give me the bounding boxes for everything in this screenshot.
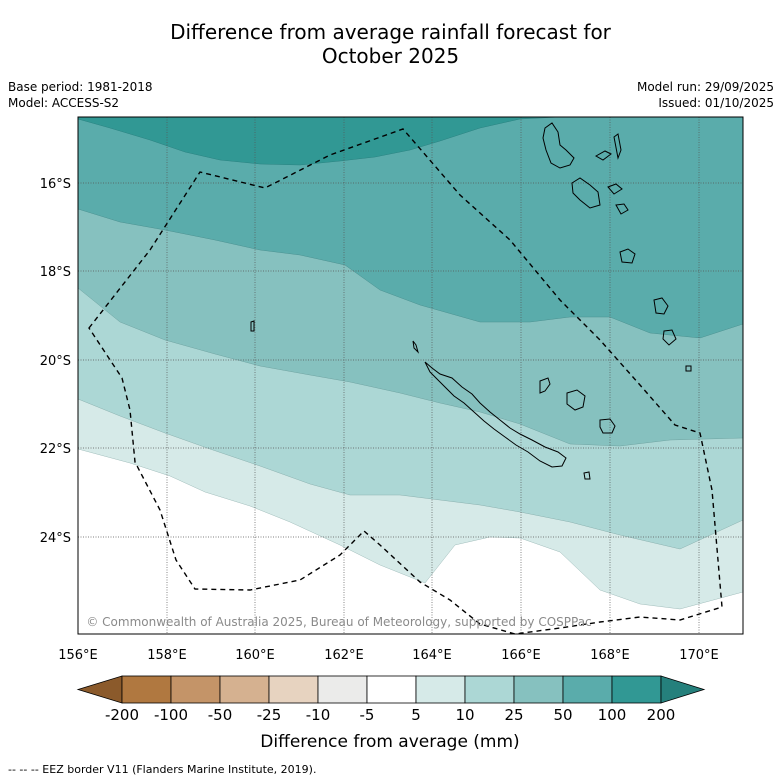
- colorbar-swatch: [268, 675, 319, 704]
- colorbar-high-extension: [660, 675, 706, 704]
- colorbar-swatch: [415, 675, 466, 704]
- copyright-notice: © Commonwealth of Australia 2025, Bureau…: [86, 615, 591, 629]
- title-line-2: October 2025: [321, 44, 460, 68]
- espiritu-santo-outline: [542, 122, 575, 169]
- lon-label-170e: 170°E: [679, 648, 719, 663]
- efate-outline: [619, 248, 636, 264]
- colorbar-swatch: [611, 675, 662, 704]
- ambae-outline: [594, 150, 612, 161]
- band-100-200: [78, 117, 561, 166]
- latitude-labels: 16°S 18°S 20°S 22°S 24°S: [40, 177, 71, 546]
- colorbar-swatch: [170, 675, 221, 704]
- lon-label-164e: 164°E: [412, 648, 452, 663]
- ouvea-outline: [539, 377, 551, 394]
- colorbar-tick-label: 100: [598, 706, 627, 724]
- issued-date: Issued: 01/10/2025: [658, 96, 774, 110]
- colorbar-tick-label: -200: [105, 706, 139, 724]
- matthew-islet-outline: [250, 320, 255, 332]
- lat-label-16s: 16°S: [40, 177, 71, 192]
- colorbar-low-extension: [76, 675, 123, 704]
- lifou-outline: [566, 389, 586, 411]
- title-line-1: Difference from average rainfall forecas…: [170, 20, 611, 44]
- belep-islands-outline: [412, 340, 420, 354]
- malo-outline: [571, 177, 601, 209]
- colorbar-swatch: [121, 675, 172, 704]
- colorbar-tick-label: 5: [411, 706, 421, 724]
- colorbar-tick-label: 25: [504, 706, 523, 724]
- colorbar-swatch: [219, 675, 270, 704]
- lat-label-20s: 20°S: [40, 354, 71, 369]
- colorbar-swatch: [317, 675, 368, 704]
- colorbar-tick-label: -5: [360, 706, 375, 724]
- ambrym-outline: [607, 183, 623, 195]
- colorbar-swatch: [562, 675, 613, 704]
- meta-right: Model run: 29/09/2025 Issued: 01/10/2025: [637, 79, 774, 111]
- erromango-outline: [653, 297, 669, 315]
- new-caledonia-outline: [424, 361, 567, 468]
- colorbar-swatch: [464, 675, 515, 704]
- land-outlines: [250, 122, 692, 480]
- eez-footnote: -- -- -- EEZ border V11 (Flanders Marine…: [8, 763, 317, 776]
- colorbar-tick-label: 10: [455, 706, 474, 724]
- longitude-labels: 156°E 158°E 160°E 162°E 164°E 166°E 168°…: [58, 648, 719, 663]
- lat-label-18s: 18°S: [40, 265, 71, 280]
- pentecost-outline: [613, 133, 622, 160]
- lon-label-162e: 162°E: [324, 648, 364, 663]
- chart-title: Difference from average rainfall forecas…: [0, 20, 781, 68]
- lat-label-22s: 22°S: [40, 442, 71, 457]
- lon-label-158e: 158°E: [147, 648, 187, 663]
- aneityum-outline: [685, 365, 692, 372]
- mare-outline: [599, 418, 616, 434]
- base-period: Base period: 1981-2018: [8, 80, 153, 94]
- colorbar-tick-label: 50: [553, 706, 572, 724]
- colorbar: -200 -100 -50 -25 -10 -5 5 10 25 50 100 200: [76, 675, 706, 724]
- band-50-100: [78, 117, 743, 339]
- map-frame: [77, 116, 744, 635]
- eez-border: [88, 128, 723, 635]
- lon-label-160e: 160°E: [235, 648, 275, 663]
- epi-outline: [615, 203, 629, 215]
- lon-label-156e: 156°E: [58, 648, 98, 663]
- model-name: Model: ACCESS-S2: [8, 96, 120, 110]
- isle-of-pines-outline: [583, 471, 591, 480]
- lon-label-168e: 168°E: [590, 648, 630, 663]
- colorbar-tick-label: -25: [257, 706, 282, 724]
- rainfall-map: [78, 117, 743, 634]
- colorbar-tick-label: -100: [154, 706, 188, 724]
- colorbar-tick-label: 200: [647, 706, 676, 724]
- lat-label-24s: 24°S: [40, 531, 71, 546]
- meta-left: Base period: 1981-2018 Model: ACCESS-S2: [8, 79, 153, 111]
- grid-lines: [78, 117, 743, 634]
- colorbar-tick-label: -10: [306, 706, 331, 724]
- model-run: Model run: 29/09/2025: [636, 80, 774, 94]
- colorbar-title: Difference from average (mm): [260, 732, 519, 752]
- tanna-outline: [662, 329, 677, 346]
- colorbar-swatch: [366, 675, 417, 704]
- lon-label-166e: 166°E: [501, 648, 541, 663]
- colorbar-tick-label: -50: [208, 706, 233, 724]
- colorbar-swatch: [513, 675, 564, 704]
